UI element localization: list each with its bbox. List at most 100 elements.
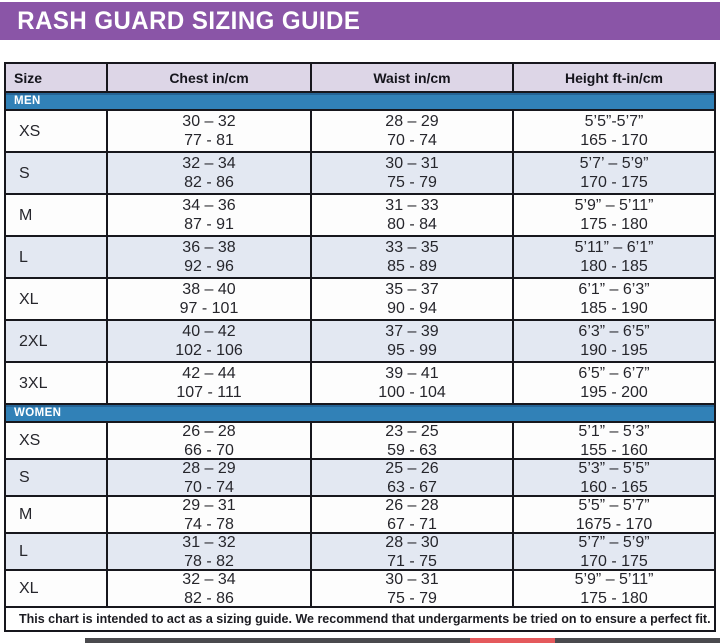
- height-cell: 6’1” – 6’3” 185 - 190: [512, 279, 714, 319]
- size-cell: 2XL: [6, 321, 106, 361]
- height-value: 5’5”-5’7”: [584, 113, 644, 130]
- waist-value: 26 – 28: [385, 496, 439, 514]
- table-row-women-xl: XL 32 – 34 82 - 86 30 – 31 75 - 79 5’9” – 5’1…: [6, 569, 714, 607]
- height-value: 185 - 190: [580, 300, 648, 317]
- chest-value: 77 - 81: [184, 132, 234, 149]
- size-value: XS: [19, 122, 41, 140]
- height-value: 5’5” – 5’7”: [578, 496, 650, 514]
- waist-value: 75 - 79: [387, 589, 437, 607]
- height-cell: 5’9” – 5’11” 175 - 180: [512, 195, 714, 235]
- waist-cell: 31 – 33 80 - 84: [310, 195, 512, 235]
- column-header-height: Height ft-in/cm: [512, 64, 714, 91]
- chest-value: 70 - 74: [184, 478, 234, 496]
- waist-value: 80 - 84: [387, 216, 437, 233]
- table-row-women-m: M 29 – 31 74 - 78 26 – 28 67 - 71 5’5” – 5’7”…: [6, 495, 714, 533]
- height-value: 5’7’ – 5’9”: [579, 155, 649, 172]
- chest-value: 78 - 82: [184, 552, 234, 570]
- sizing-table: Size Chest in/cm Waist in/cm Height ft-in/c…: [4, 62, 716, 632]
- waist-value: 71 - 75: [387, 552, 437, 570]
- size-value: M: [19, 206, 33, 224]
- height-value: 6’5” – 6’7”: [578, 365, 650, 382]
- waist-cell: 30 – 31 75 - 79: [310, 153, 512, 193]
- waist-value: 59 - 63: [387, 441, 437, 459]
- height-value: 175 - 180: [580, 589, 648, 607]
- table-body: MEN XS 30 – 32 77 - 81 28 – 29 70 - 74 5’5”-5’…: [6, 91, 714, 607]
- size-cell: M: [6, 195, 106, 235]
- column-header-size: Size: [14, 69, 43, 86]
- chest-value: 92 - 96: [184, 258, 234, 275]
- table-row-men-s: S 32 – 34 82 - 86 30 – 31 75 - 79 5’7’ – 5’9”…: [6, 151, 714, 193]
- chest-cell: 29 – 31 74 - 78: [106, 497, 310, 533]
- height-cell: 5’3” – 5’5” 160 - 165: [512, 459, 714, 496]
- section-label: MEN: [14, 95, 41, 107]
- chest-cell: 38 – 40 97 - 101: [106, 279, 310, 319]
- height-value: 170 - 175: [580, 174, 648, 191]
- waist-cell: 39 – 41 100 - 104: [310, 363, 512, 403]
- waist-value: 23 – 25: [385, 422, 439, 440]
- size-cell: 3XL: [6, 363, 106, 403]
- size-cell: XL: [6, 571, 106, 606]
- height-value: 165 - 170: [580, 132, 648, 149]
- waist-value: 39 – 41: [385, 365, 439, 382]
- height-cell: 6’3” – 6’5” 190 - 195: [512, 321, 714, 361]
- section-header-women: WOMEN: [6, 403, 714, 421]
- waist-cell: 33 – 35 85 - 89: [310, 237, 512, 277]
- waist-cell: 37 – 39 95 - 99: [310, 321, 512, 361]
- height-value: 5’7” – 5’9”: [578, 533, 650, 551]
- chest-cell: 40 – 42 102 - 106: [106, 321, 310, 361]
- waist-value: 35 – 37: [385, 281, 439, 298]
- column-header-waist: Waist in/cm: [310, 64, 512, 91]
- title-bar: RASH GUARD SIZING GUIDE: [0, 2, 720, 40]
- chest-value: 66 - 70: [184, 441, 234, 459]
- chest-value: 36 – 38: [182, 239, 236, 256]
- waist-cell: 35 – 37 90 - 94: [310, 279, 512, 319]
- waist-value: 63 - 67: [387, 478, 437, 496]
- chest-value: 97 - 101: [179, 300, 239, 317]
- size-cell: XS: [6, 111, 106, 151]
- height-value: 190 - 195: [580, 342, 648, 359]
- height-value: 5’9” – 5’11”: [574, 570, 654, 588]
- chest-value: 40 – 42: [182, 323, 236, 340]
- height-value: 5’1” – 5’3”: [578, 422, 650, 440]
- height-value: 180 - 185: [580, 258, 648, 275]
- waist-value: 90 - 94: [387, 300, 437, 317]
- size-value: S: [19, 164, 30, 182]
- bottom-bar-red-segment: [470, 638, 555, 643]
- height-cell: 5’11” – 6’1” 180 - 185: [512, 237, 714, 277]
- chest-value: 28 – 29: [182, 459, 236, 477]
- chest-cell: 26 – 28 66 - 70: [106, 423, 310, 459]
- size-value: 3XL: [19, 374, 48, 392]
- size-cell: S: [6, 460, 106, 495]
- bottom-bar: [85, 638, 720, 643]
- chest-value: 31 – 32: [182, 533, 236, 551]
- section-header-men: MEN: [6, 91, 714, 109]
- chest-cell: 30 – 32 77 - 81: [106, 111, 310, 151]
- height-cell: 5’5”-5’7” 165 - 170: [512, 111, 714, 151]
- height-value: 160 - 165: [580, 478, 648, 496]
- size-value: S: [19, 469, 30, 486]
- chest-value: 74 - 78: [184, 515, 234, 533]
- height-value: 5’3” – 5’5”: [578, 459, 650, 477]
- height-value: 175 - 180: [580, 216, 648, 233]
- waist-value: 31 – 33: [385, 197, 439, 214]
- waist-cell: 23 – 25 59 - 63: [310, 422, 512, 459]
- waist-value: 75 - 79: [387, 174, 437, 191]
- height-cell: 5’7’ – 5’9” 170 - 175: [512, 153, 714, 193]
- table-row-men-2xl: 2XL 40 – 42 102 - 106 37 – 39 95 - 99 6’3” – …: [6, 319, 714, 361]
- height-value: 6’3” – 6’5”: [578, 323, 650, 340]
- size-cell: L: [6, 534, 106, 569]
- chest-value: 38 – 40: [182, 281, 236, 298]
- waist-value: 70 - 74: [387, 132, 437, 149]
- chest-value: 102 - 106: [175, 342, 243, 359]
- page-title: RASH GUARD SIZING GUIDE: [17, 6, 361, 35]
- waist-cell: 30 – 31 75 - 79: [310, 571, 512, 607]
- size-value: 2XL: [19, 332, 48, 350]
- waist-value: 28 – 30: [385, 533, 439, 551]
- waist-value: 30 – 31: [385, 155, 439, 172]
- height-value: 195 - 200: [580, 384, 648, 401]
- height-cell: 5’9” – 5’11” 175 - 180: [512, 570, 714, 607]
- height-value: 5’11” – 6’1”: [574, 239, 654, 256]
- size-cell: L: [6, 237, 106, 277]
- waist-value: 25 – 26: [385, 459, 439, 477]
